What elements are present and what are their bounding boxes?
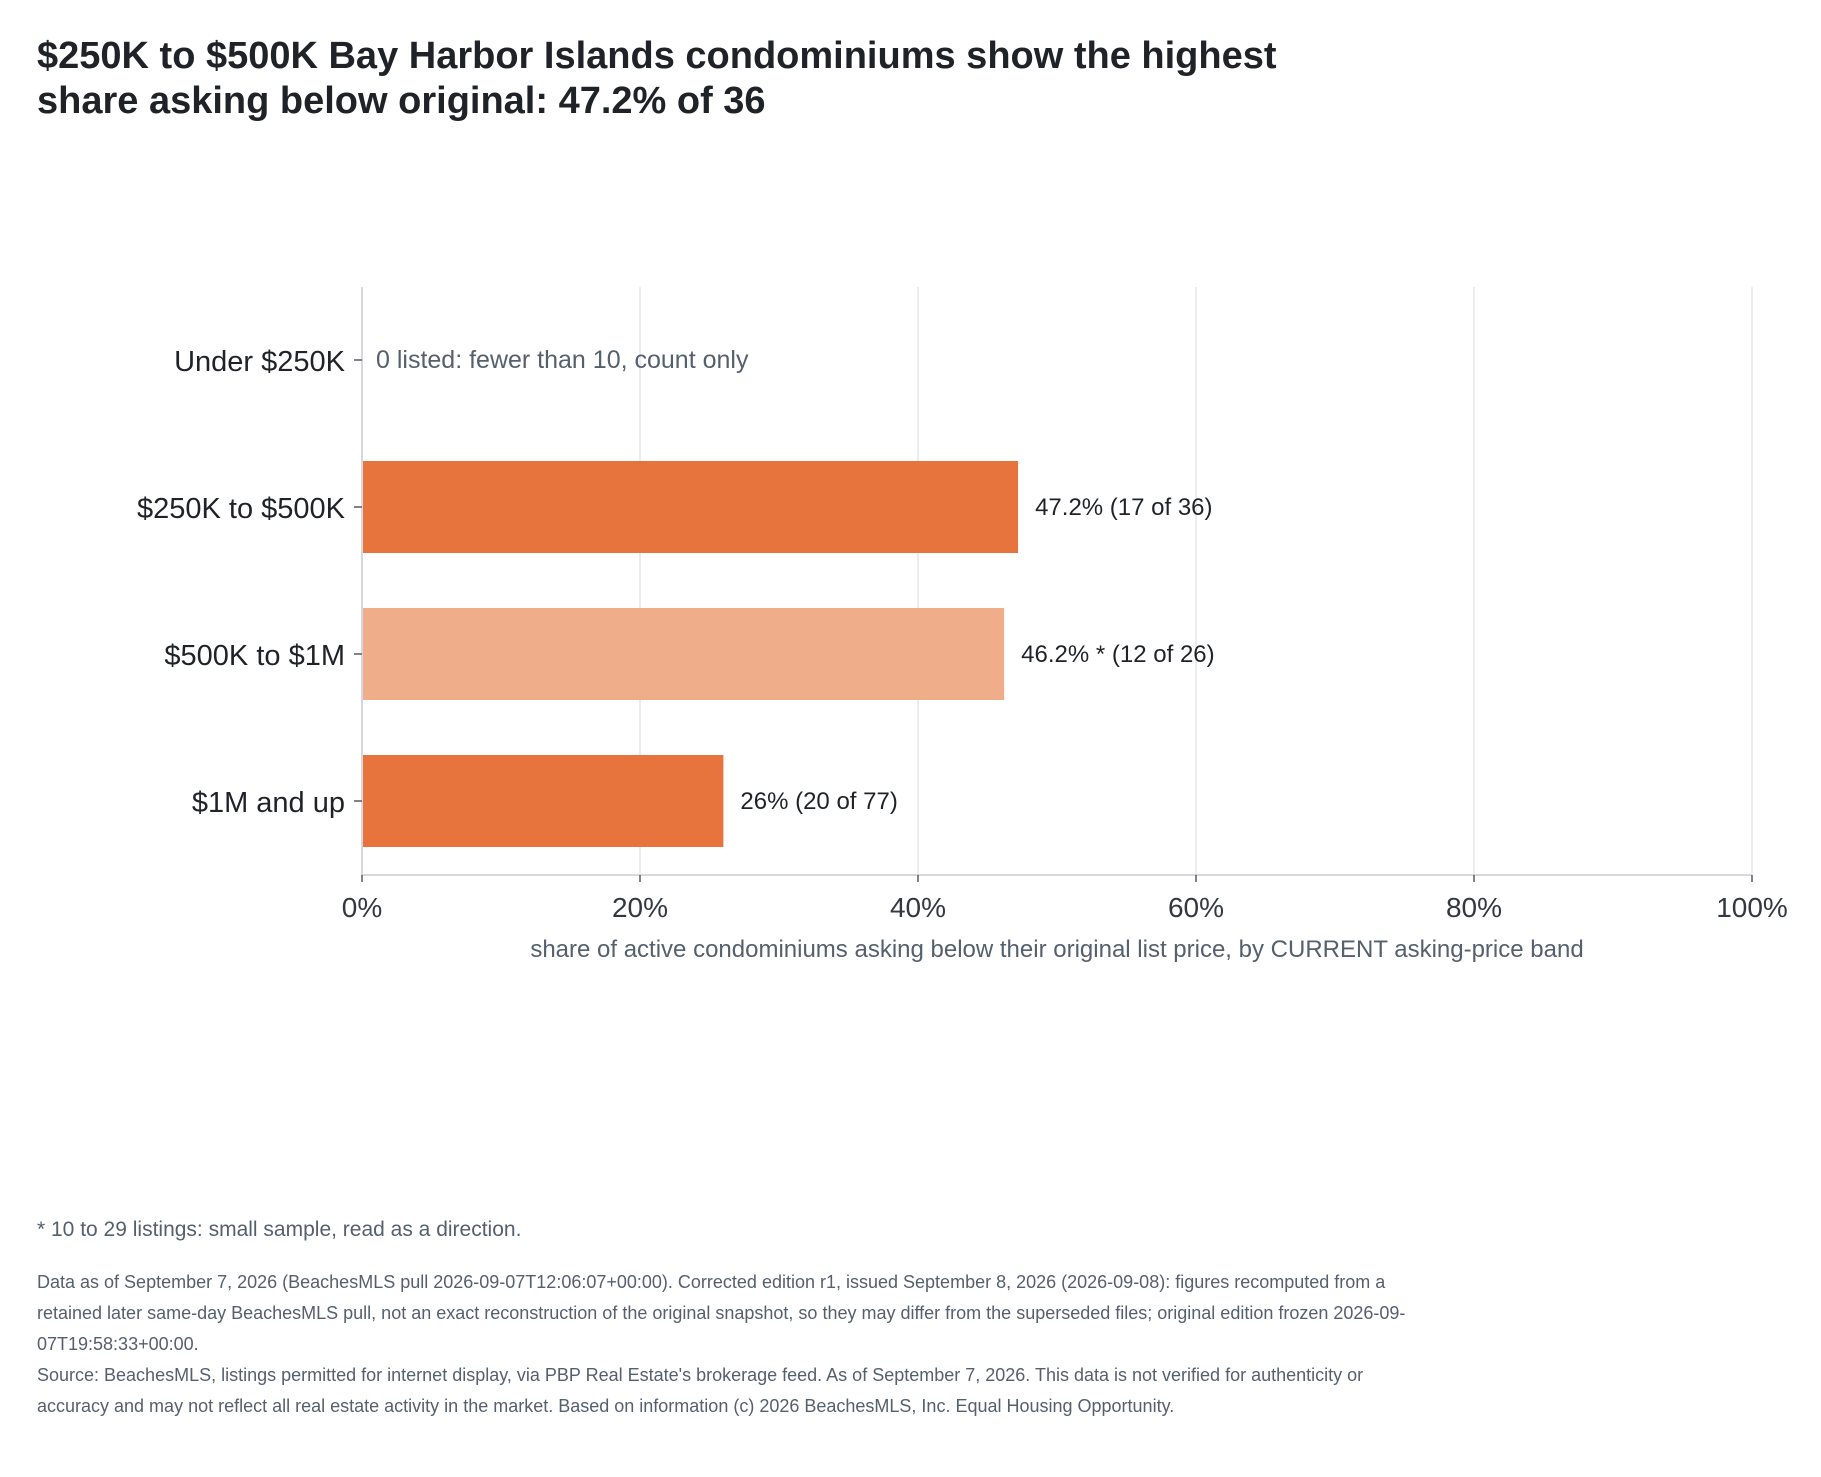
count-only-note: 0 listed: fewer than 10, count only [376,346,749,374]
category-label: $250K to $500K [137,493,346,525]
bar-value-label: 26% (20 of 77) [740,788,897,815]
source-notes: Data as of September 7, 2026 (BeachesMLS… [37,1267,1407,1422]
bar [363,755,724,847]
chart-title-line-1: $250K to $500K Bay Harbor Islands condom… [37,35,1277,77]
category-label: Under $250K [174,346,346,378]
chart-title: $250K to $500K Bay Harbor Islands condom… [37,34,1537,124]
category-label: $500K to $1M [164,640,345,672]
x-tick-label: 100% [1716,892,1788,923]
chart-title-line-2: share asking below original: 47.2% of 36 [37,80,766,122]
x-tick-label: 60% [1168,892,1224,923]
category-label: $1M and up [192,787,345,819]
bar-chart: 0% 20% 40% 60% 80% 100% share of active condom… [137,287,1788,963]
data-as-of-note: Data as of September 7, 2026 (BeachesMLS… [37,1272,1406,1354]
source-note: Source: BeachesMLS, listings permitted f… [37,1365,1364,1416]
bar-value-label: 47.2% (17 of 36) [1035,494,1212,521]
bar-value-label: 46.2% * (12 of 26) [1021,641,1214,668]
x-tick-label: 20% [612,892,668,923]
x-axis-title: share of active condominiums asking belo… [530,936,1583,963]
bar [363,461,1019,553]
bar [363,608,1005,700]
small-sample-footnote: * 10 to 29 listings: small sample, read … [37,1218,522,1241]
x-tick-label: 0% [342,892,382,923]
x-tick-label: 80% [1446,892,1502,923]
x-tick-label: 40% [890,892,946,923]
